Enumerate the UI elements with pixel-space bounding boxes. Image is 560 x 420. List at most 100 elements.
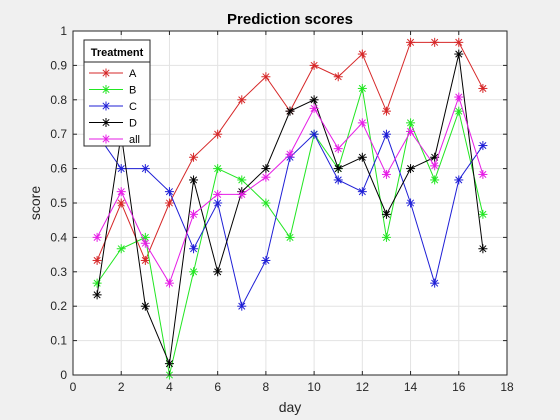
series-D-point — [92, 290, 102, 300]
series-D-point — [261, 164, 271, 174]
series-B-point — [237, 175, 247, 185]
series-A-point — [406, 37, 416, 47]
series-C-point — [237, 301, 247, 311]
series-A-point — [92, 255, 102, 265]
series-A-point — [357, 49, 367, 59]
series-B-point — [213, 164, 223, 174]
series-D-point — [357, 152, 367, 162]
series-all-point — [261, 172, 271, 182]
series-all-point — [189, 209, 199, 219]
series-all-point — [164, 278, 174, 288]
x-axis-label: day — [279, 399, 302, 415]
series-C-point — [213, 198, 223, 208]
series-C-point — [333, 175, 343, 185]
series-all-point — [333, 144, 343, 154]
series-all-point — [309, 103, 319, 113]
series-B-point — [285, 232, 295, 242]
series-layer — [92, 37, 488, 380]
legend-label: all — [129, 134, 140, 146]
y-tick-label: 0.2 — [50, 299, 67, 313]
series-A-point — [478, 83, 488, 93]
series-all-point — [430, 161, 440, 171]
y-tick-label: 0.6 — [50, 162, 67, 176]
series-D-point — [333, 164, 343, 174]
series-D-point — [478, 244, 488, 254]
series-C-point — [357, 187, 367, 197]
series-C-point — [116, 164, 126, 174]
series-D-point — [140, 301, 150, 311]
legend-label: D — [129, 118, 137, 130]
series-B-point — [381, 232, 391, 242]
series-C-point — [478, 141, 488, 151]
series-D-point — [213, 267, 223, 277]
x-tick-label: 12 — [356, 380, 370, 394]
series-D-point — [381, 209, 391, 219]
series-A-point — [140, 255, 150, 265]
series-C-point — [140, 164, 150, 174]
series-A-point — [333, 72, 343, 82]
series-A-point — [309, 60, 319, 70]
series-C-point — [406, 198, 416, 208]
x-tick-label: 4 — [166, 380, 173, 394]
legend-marker — [101, 118, 111, 127]
x-tick-label: 6 — [214, 380, 221, 394]
series-C-point — [164, 187, 174, 197]
series-D-point — [164, 359, 174, 369]
x-tick-label: 10 — [307, 380, 321, 394]
series-B-point — [116, 244, 126, 254]
series-D-group — [92, 49, 488, 369]
series-B-point — [357, 83, 367, 93]
y-tick-label: 1 — [60, 24, 67, 38]
series-D-point — [406, 164, 416, 174]
series-D-point — [285, 106, 295, 116]
y-axis-label: score — [27, 186, 43, 220]
y-tick-label: 0.4 — [50, 230, 67, 244]
legend-title: Treatment — [91, 47, 144, 59]
y-tick-label: 0.1 — [50, 334, 67, 348]
series-A-point — [454, 37, 464, 47]
series-all-point — [116, 187, 126, 197]
series-A-point — [261, 72, 271, 82]
legend-entry-D: D — [89, 118, 137, 130]
series-B-point — [261, 198, 271, 208]
legend-box — [83, 39, 151, 147]
y-tick-label: 0.9 — [50, 58, 67, 72]
x-tick-label: 0 — [70, 380, 77, 394]
y-tick-label: 0.7 — [50, 127, 67, 141]
series-all-point — [381, 169, 391, 179]
series-all-point — [285, 149, 295, 159]
series-A-point — [189, 152, 199, 162]
series-C-point — [309, 129, 319, 139]
legend-marker — [101, 134, 111, 144]
series-B-point — [92, 278, 102, 288]
legend-marker — [101, 68, 111, 78]
legend-label: B — [129, 85, 136, 97]
x-tick-label: 14 — [404, 380, 418, 394]
y-tick-label: 0.3 — [50, 265, 67, 279]
series-all-point — [237, 189, 247, 199]
legend-label: C — [129, 101, 137, 113]
series-B-point — [430, 175, 440, 185]
series-C-point — [454, 175, 464, 185]
series-all-point — [140, 238, 150, 248]
series-B-point — [478, 209, 488, 219]
y-tick-label: 0.8 — [50, 93, 67, 107]
series-A-point — [237, 95, 247, 105]
series-all-point — [406, 126, 416, 136]
series-A-point — [213, 129, 223, 139]
series-B-point — [406, 118, 416, 128]
legend-entry-B: B — [89, 85, 136, 97]
series-D-point — [189, 175, 199, 185]
series-all-point — [478, 169, 488, 179]
series-A-point — [430, 37, 440, 47]
series-D-point — [454, 49, 464, 59]
series-all-point — [357, 118, 367, 128]
series-A-point — [116, 198, 126, 208]
y-tick-label: 0.5 — [50, 196, 67, 210]
ticks: 0 2 4 6 8 10 12 14 16 18 0 0.1 0.2 0.3 0.4 0.5 0.6 0.7 0.8… — [50, 24, 514, 394]
series-all-group — [92, 92, 488, 288]
